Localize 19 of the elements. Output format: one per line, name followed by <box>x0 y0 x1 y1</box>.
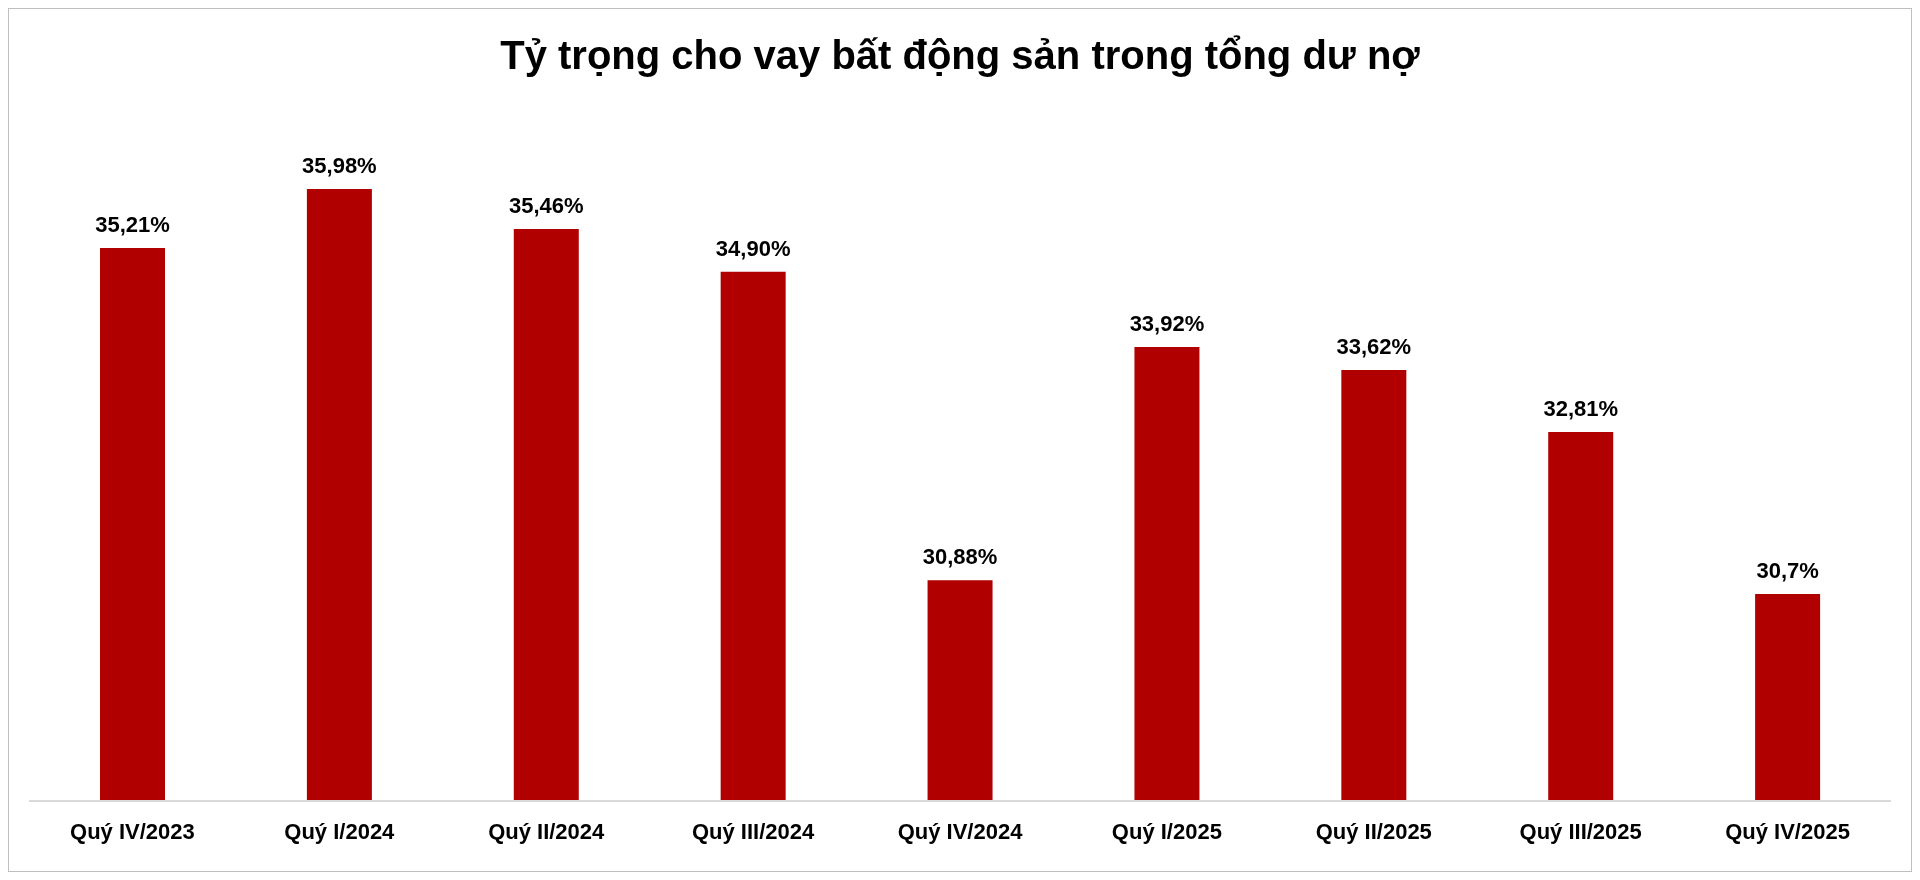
data-label: 34,90% <box>715 235 791 261</box>
x-tick-label: Quý II/2025 <box>1315 818 1432 844</box>
x-tick-label: Quý IV/2023 <box>70 818 195 844</box>
data-label: 35,46% <box>508 192 584 218</box>
data-label: 30,7% <box>1756 557 1819 583</box>
x-tick-label: Quý III/2025 <box>1519 818 1642 844</box>
data-label: 35,98% <box>302 153 377 178</box>
x-tick-label: Quý I/2025 <box>1111 818 1222 844</box>
x-tick-label: Quý I/2024 <box>284 818 396 844</box>
x-tick-label: Quý IV/2025 <box>1725 818 1850 844</box>
chart-title: Tỷ trọng cho vay bất động sản trong tổng dư nợ <box>499 31 1421 79</box>
x-tick-label: Quý II/2024 <box>488 818 606 844</box>
x-tick-label: Quý III/2024 <box>691 818 816 844</box>
data-label: 33,92% <box>1129 310 1205 336</box>
x-tick-label: Quý IV/2024 <box>897 818 1024 844</box>
data-label: 35,21% <box>95 212 170 238</box>
data-label: 30,88% <box>922 544 998 570</box>
data-label: 32,81% <box>1543 396 1619 422</box>
data-label: 33,62% <box>1336 333 1412 359</box>
